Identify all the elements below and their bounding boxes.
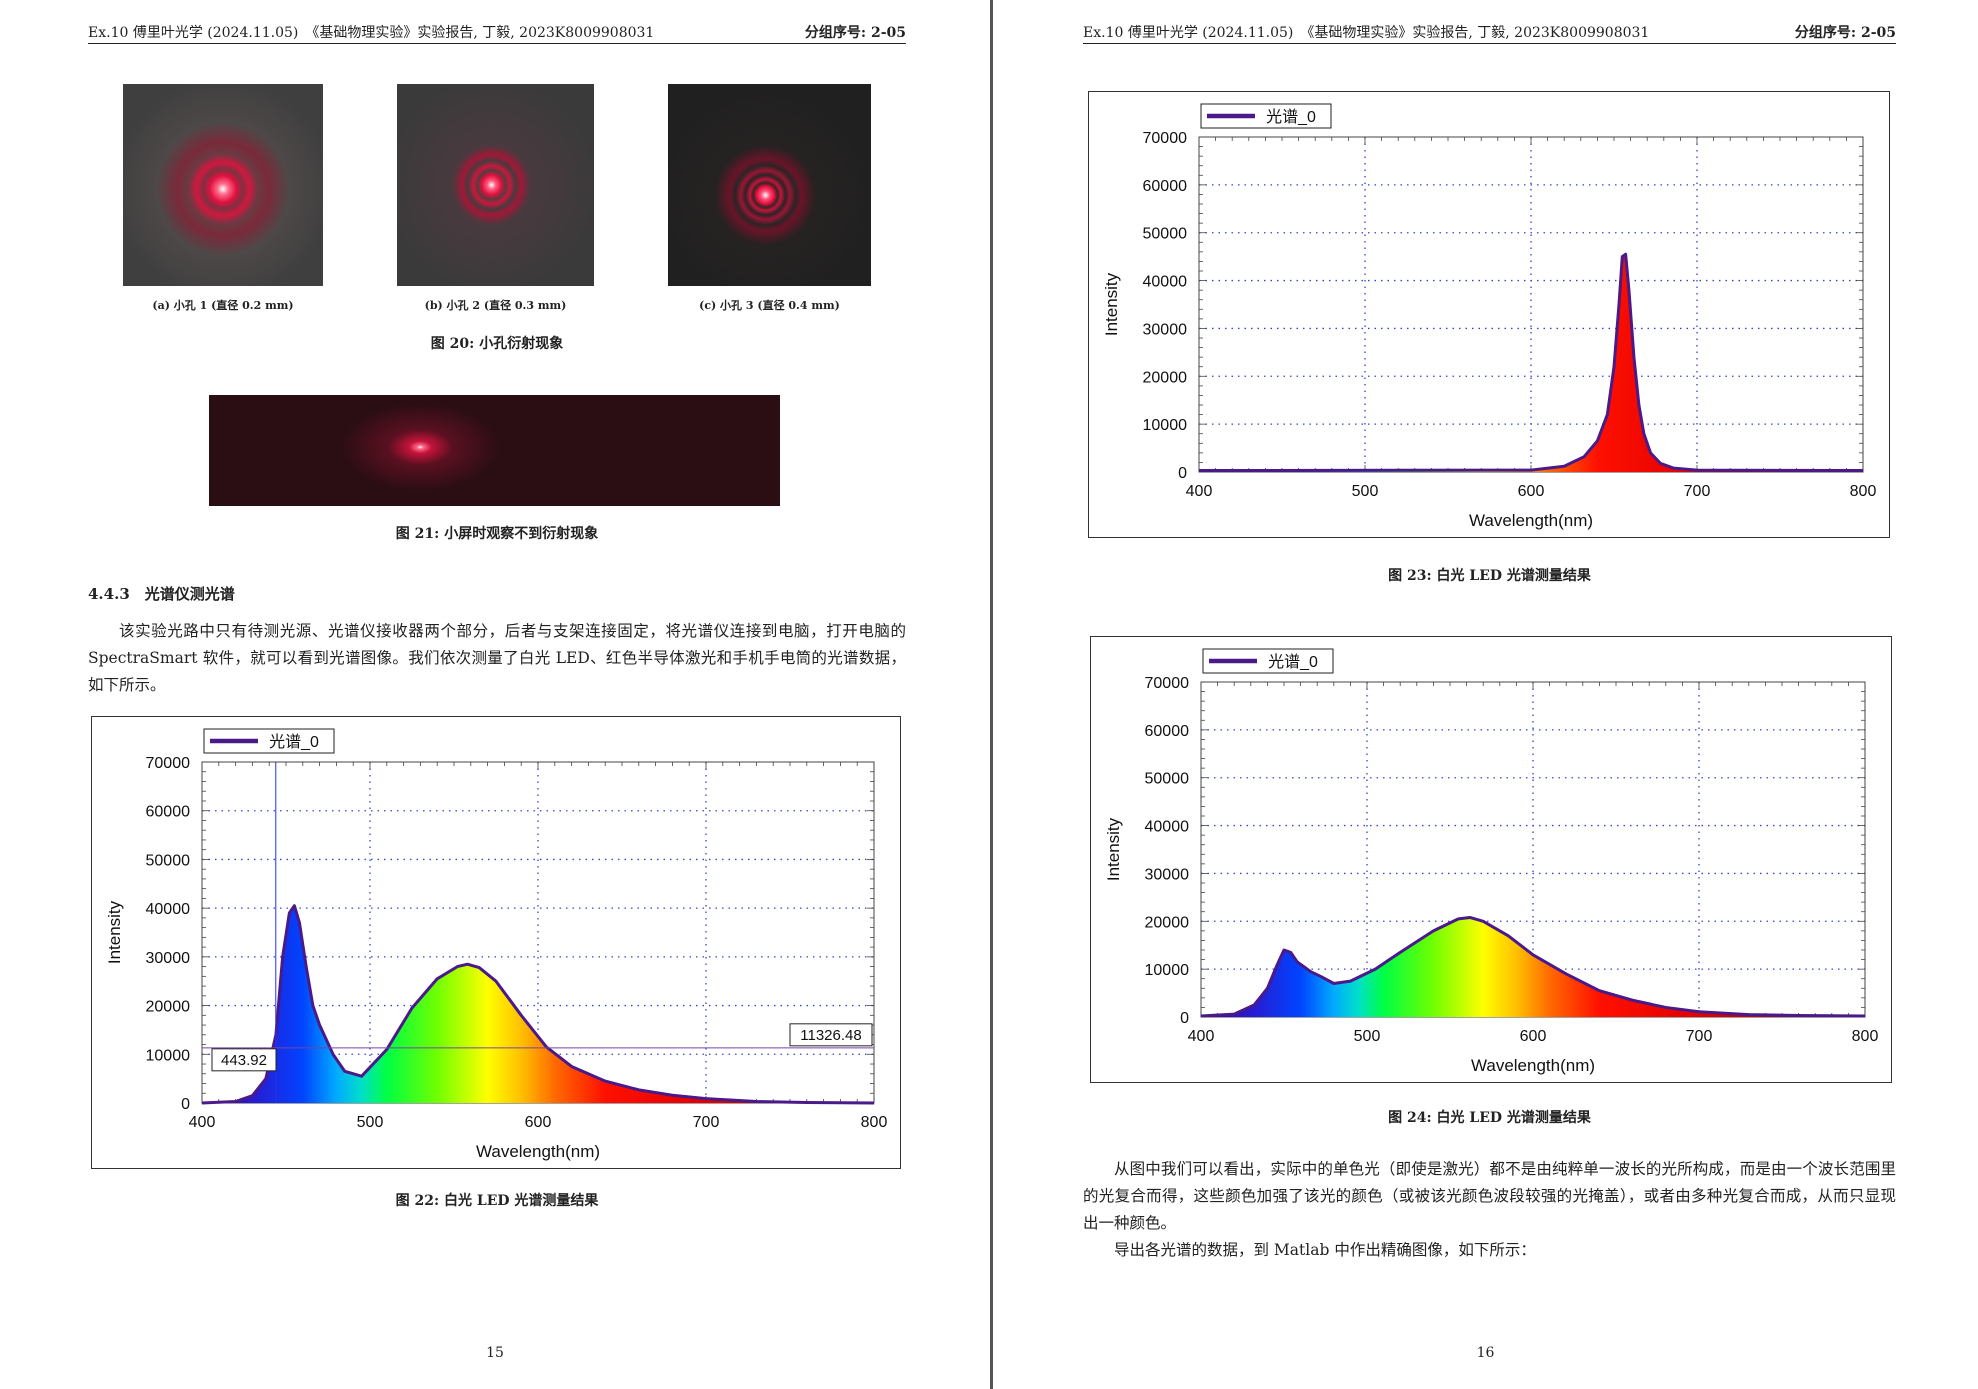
figure-23-chart: 400 500 600 700 800 0 10000 20000 30000 40000 5000…	[1088, 91, 1890, 538]
header-group-number: 分组序号: 2-05	[1794, 25, 1896, 41]
y-tick-label: 0	[181, 1096, 190, 1113]
pinhole-1-diffraction-photo	[123, 84, 323, 286]
x-tick-label: 400	[1186, 483, 1213, 500]
y-tick-label: 50000	[1145, 771, 1190, 788]
x-tick-label: 800	[1850, 483, 1877, 500]
y-tick-label: 50000	[1143, 226, 1188, 243]
page-15: Ex.10 傅里叶光学 (2024.11.05) 《基础物理实验》实验报告, 丁…	[0, 0, 990, 1389]
y-tick-label: 40000	[146, 901, 191, 918]
legend-label: 光谱_0	[1266, 108, 1316, 126]
minor-ticks	[1198, 136, 1864, 473]
cursor-y-readout: 11326.48	[789, 1023, 873, 1047]
figure-22-caption: 图 22: 白光 LED 光谱测量结果	[395, 1193, 599, 1209]
figure-24-caption: 图 24: 白光 LED 光谱测量结果	[1388, 1110, 1591, 1126]
x-axis-label: Wavelength(nm)	[1469, 511, 1593, 530]
plot-frame	[1198, 136, 1864, 473]
x-tick-label: 600	[1520, 1028, 1547, 1045]
paragraph-spectrometer: 该实验光路中只有待测光源、光谱仪接收器两个部分，后者与支架连接固定，将光谱仪连接…	[88, 622, 906, 694]
x-axis-label: Wavelength(nm)	[1471, 1056, 1595, 1075]
y-tick-label: 60000	[1143, 178, 1188, 195]
small-screen-photo	[209, 395, 780, 506]
y-tick-label: 70000	[1145, 675, 1190, 692]
y-tick-label: 40000	[1145, 819, 1190, 836]
x-tick-label: 400	[189, 1114, 216, 1131]
section-title: 4.4.3 光谱仪测光谱	[88, 585, 235, 603]
subcaption-b: (b) 小孔 2 (直径 0.3 mm)	[424, 299, 567, 312]
figure-20-caption: 图 20: 小孔衍射现象	[430, 336, 564, 352]
figure-23-caption: 图 23: 白光 LED 光谱测量结果	[1388, 568, 1591, 584]
pinhole-2-diffraction-photo	[397, 84, 594, 286]
figure-23-plot: 400 500 600 700 800 0 10000 20000 30000 40000 5000…	[1102, 103, 1877, 530]
y-axis-label: Intensity	[1104, 817, 1123, 881]
header-left-text: Ex.10 傅里叶光学 (2024.11.05) 《基础物理实验》实验报告, 丁…	[1083, 25, 1650, 41]
paragraph-analysis: 从图中我们可以看出，实际中的单色光（即使是激光）都不是由纯粹单一波长的光所构成，…	[1083, 1160, 1896, 1232]
y-tick-label: 10000	[1143, 417, 1188, 434]
x-tick-label: 700	[1686, 1028, 1713, 1045]
pinhole-3-diffraction-photo	[668, 84, 871, 286]
y-tick-label: 40000	[1143, 274, 1188, 291]
x-tick-label: 500	[1352, 483, 1379, 500]
y-tick-label: 30000	[1143, 321, 1188, 338]
spectrum-line	[1198, 252, 1864, 473]
figure-21-caption: 图 21: 小屏时观察不到衍射现象	[395, 526, 599, 542]
y-tick-label: 70000	[146, 755, 191, 772]
grid	[1201, 682, 1865, 1017]
x-tick-label: 800	[1852, 1028, 1879, 1045]
x-tick-label: 600	[525, 1114, 552, 1131]
figure-24-plot: 400 500 600 700 800 0 10000 20000 30000 40000 5000…	[1104, 648, 1879, 1075]
figure-24-chart: 400 500 600 700 800 0 10000 20000 30000 40000 5000…	[1090, 636, 1892, 1083]
y-tick-label: 60000	[1145, 723, 1190, 740]
page-16: Ex.10 傅里叶光学 (2024.11.05) 《基础物理实验》实验报告, 丁…	[993, 0, 1978, 1389]
legend-label: 光谱_0	[269, 733, 319, 751]
y-tick-label: 10000	[146, 1047, 191, 1064]
spectrum-area	[202, 905, 874, 1103]
page-number: 15	[486, 1345, 504, 1361]
y-tick-label: 20000	[1143, 369, 1188, 386]
y-tick-label: 0	[1178, 465, 1187, 482]
page-divider	[990, 0, 993, 1389]
y-tick-label: 70000	[1143, 130, 1188, 147]
x-tick-label: 400	[1188, 1028, 1215, 1045]
x-tick-label: 600	[1518, 483, 1545, 500]
x-axis-label: Wavelength(nm)	[476, 1142, 600, 1161]
y-tick-label: 50000	[146, 852, 191, 869]
y-tick-label: 0	[1180, 1010, 1189, 1027]
legend: 光谱_0	[1202, 648, 1334, 674]
legend-label: 光谱_0	[1268, 653, 1318, 671]
paragraph-export: 导出各光谱的数据，到 Matlab 中作出精确图像，如下所示：	[1114, 1241, 1536, 1259]
y-axis-label: Intensity	[1102, 272, 1121, 336]
minor-ticks	[201, 761, 875, 1104]
x-tick-label: 500	[357, 1114, 384, 1131]
header-group-number: 分组序号: 2-05	[804, 25, 906, 41]
spectrum-line	[201, 904, 875, 1105]
cursor-x-readout: 443.92	[211, 1048, 277, 1072]
spectrum-line	[1200, 915, 1866, 1018]
y-tick-label: 20000	[1145, 914, 1190, 931]
y-tick-label: 30000	[146, 950, 191, 967]
subcaption-a: (a) 小孔 1 (直径 0.2 mm)	[152, 299, 294, 312]
spectrum-area	[1201, 917, 1865, 1017]
y-tick-label: 60000	[146, 804, 191, 821]
page-number: 16	[1476, 1345, 1495, 1361]
page-header: Ex.10 傅里叶光学 (2024.11.05) 《基础物理实验》实验报告, 丁…	[1083, 20, 1896, 44]
figure-22-plot: 443.92 11326.48 400 500 600 700 800 0 10000 20000…	[105, 728, 888, 1161]
cursor-x-label: 443.92	[221, 1052, 267, 1069]
x-tick-label: 700	[1684, 483, 1711, 500]
y-tick-label: 20000	[146, 999, 191, 1016]
page-header: Ex.10 傅里叶光学 (2024.11.05) 《基础物理实验》实验报告, 丁…	[88, 20, 906, 44]
legend: 光谱_0	[1200, 103, 1332, 129]
x-tick-label: 500	[1354, 1028, 1381, 1045]
y-axis-label: Intensity	[105, 900, 124, 964]
legend: 光谱_0	[203, 728, 335, 754]
x-tick-label: 700	[693, 1114, 720, 1131]
grid	[1199, 137, 1863, 472]
figure-22-chart: 443.92 11326.48 400 500 600 700 800 0 10000 20000…	[91, 716, 901, 1169]
y-tick-label: 30000	[1145, 866, 1190, 883]
header-left-text: Ex.10 傅里叶光学 (2024.11.05) 《基础物理实验》实验报告, 丁…	[88, 25, 655, 41]
x-tick-label: 800	[861, 1114, 888, 1131]
y-tick-label: 10000	[1145, 962, 1190, 979]
subcaption-c: (c) 小孔 3 (直径 0.4 mm)	[699, 299, 840, 312]
cursor-y-label: 11326.48	[800, 1027, 861, 1044]
